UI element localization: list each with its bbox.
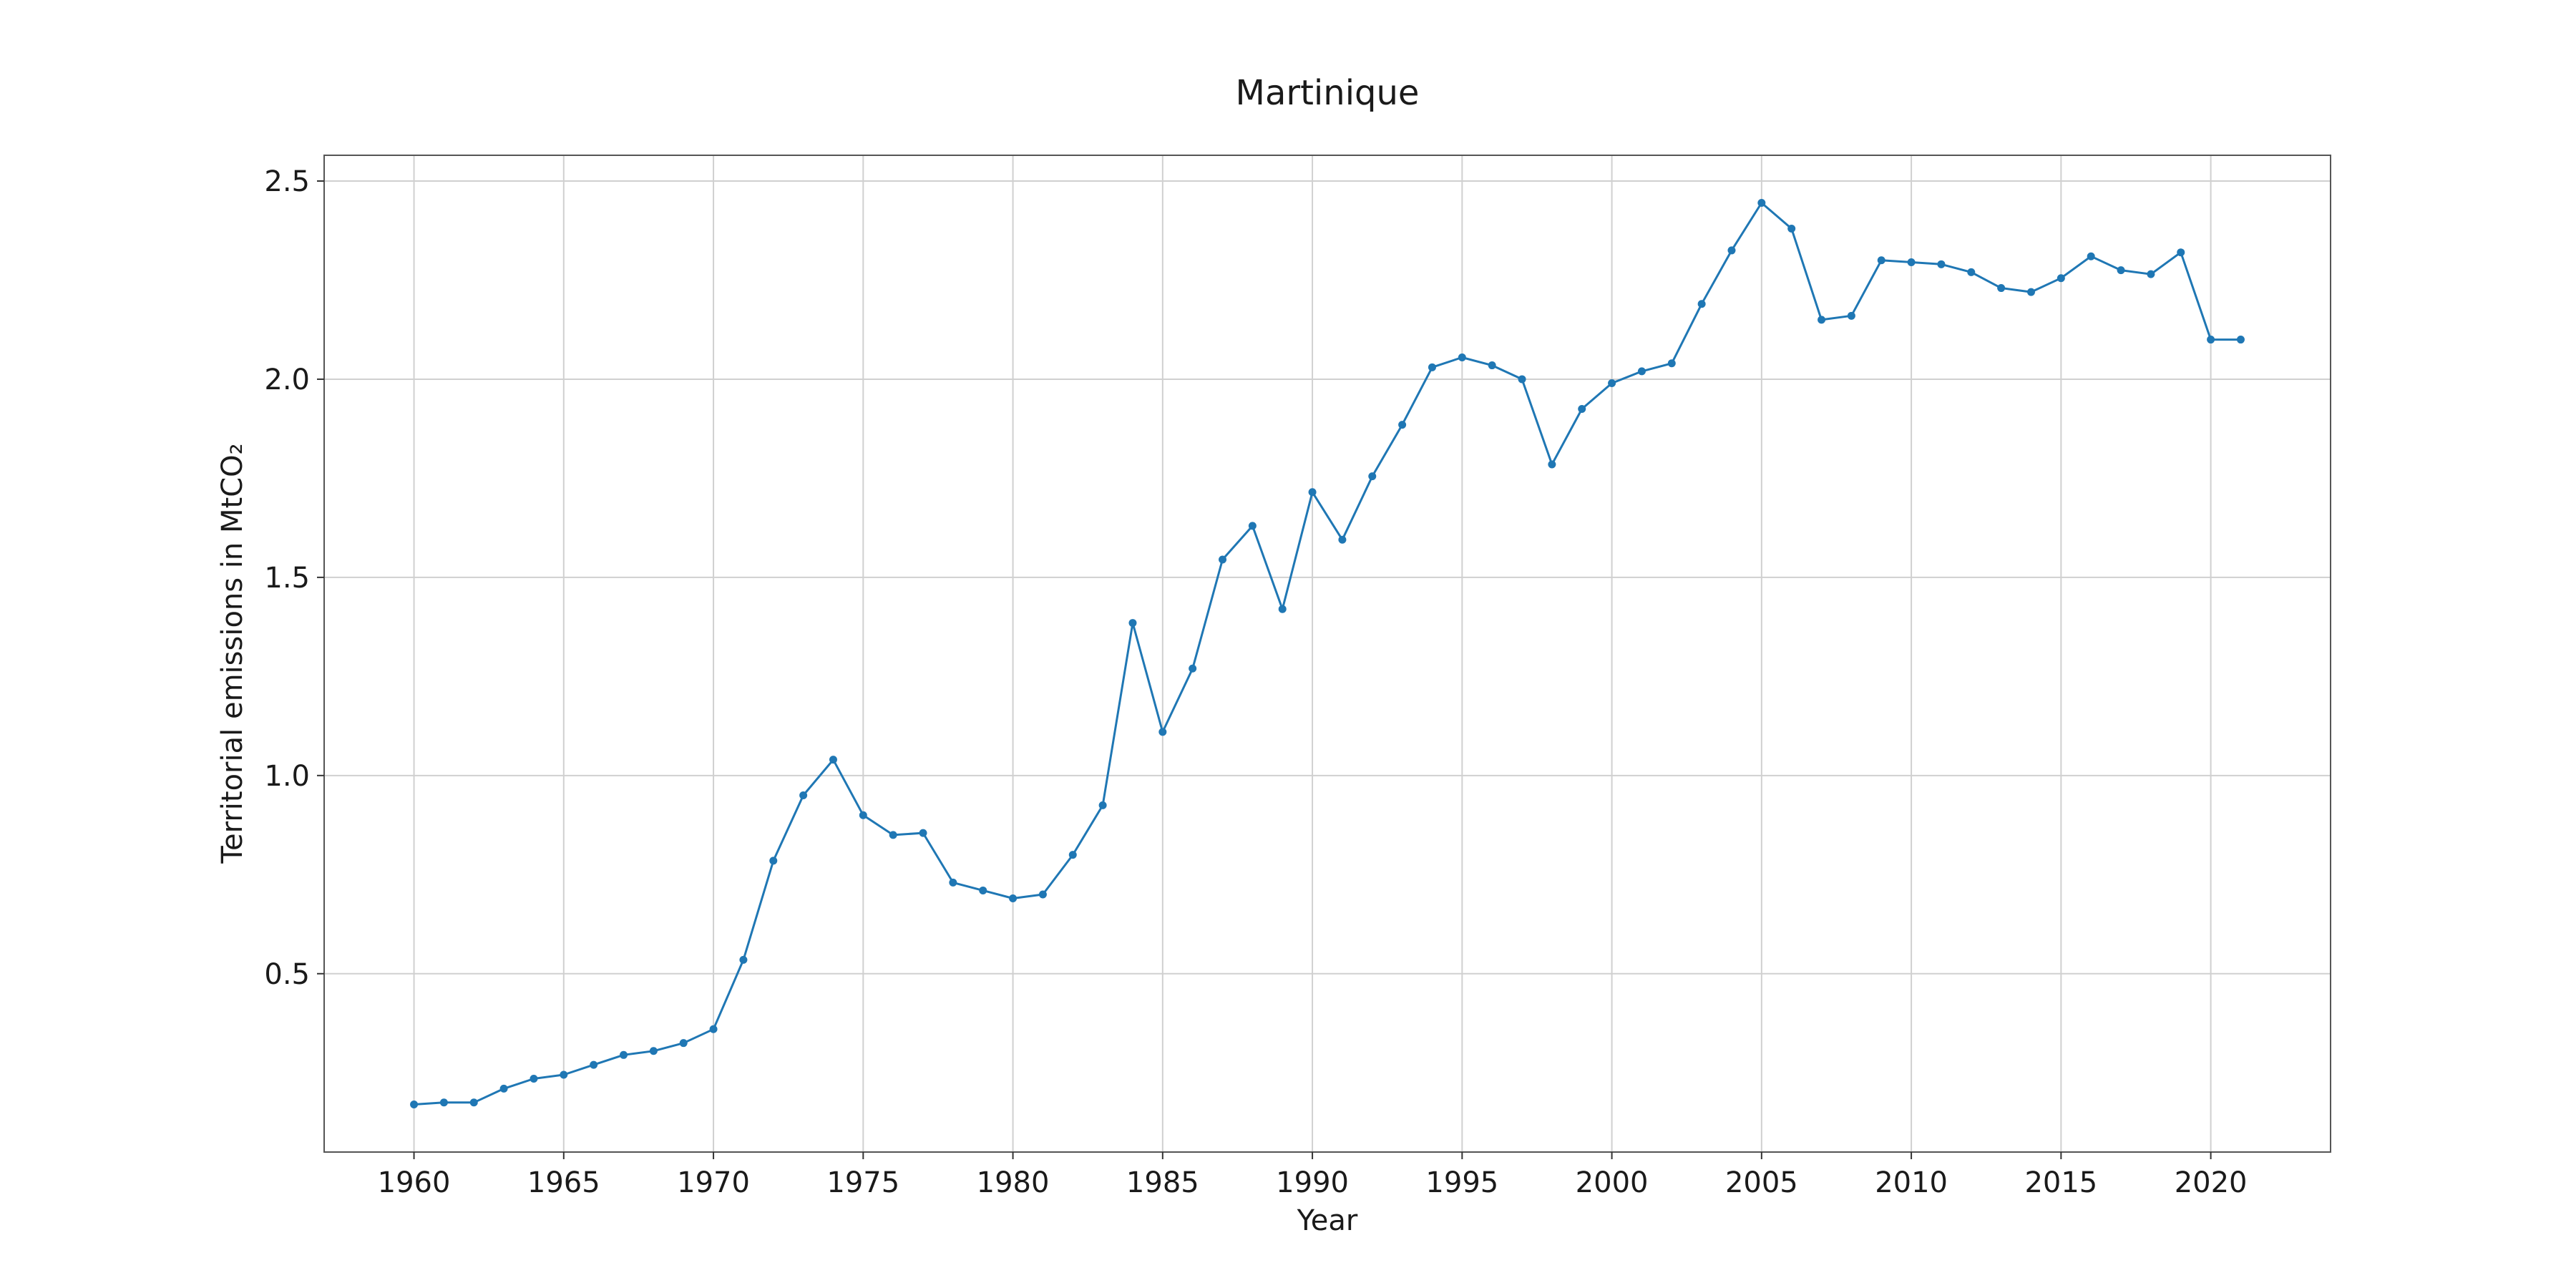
x-axis-label: Year — [1297, 1204, 1358, 1237]
x-tick-label: 1995 — [1425, 1166, 1498, 1199]
data-point — [1038, 890, 1047, 899]
data-point — [919, 829, 927, 837]
x-tick-label: 1965 — [527, 1166, 600, 1199]
data-point — [1727, 246, 1736, 255]
data-point — [2087, 252, 2095, 260]
data-point — [1308, 488, 1317, 497]
data-point — [1997, 284, 2006, 293]
y-tick-label: 0.5 — [264, 958, 310, 991]
x-tick-label: 2020 — [2175, 1166, 2248, 1199]
y-tick-label: 1.0 — [264, 760, 310, 793]
data-point — [709, 1025, 718, 1033]
data-point — [530, 1075, 538, 1083]
data-point — [1637, 367, 1646, 376]
data-point — [679, 1039, 688, 1048]
data-point — [1398, 421, 1407, 429]
data-point — [1548, 460, 1556, 469]
data-point — [1068, 851, 1077, 859]
data-point — [590, 1060, 598, 1069]
data-point — [1428, 363, 1436, 371]
data-point — [889, 831, 897, 839]
data-point — [439, 1098, 448, 1107]
data-point — [979, 886, 987, 894]
data-point — [949, 878, 957, 887]
data-point — [1578, 404, 1586, 413]
data-point — [1518, 375, 1526, 384]
data-point — [1158, 728, 1167, 736]
y-axis-label: Territorial emissions in MtCO₂ — [216, 443, 249, 864]
x-tick-label: 1980 — [977, 1166, 1050, 1199]
data-point — [2026, 288, 2035, 296]
x-tick-label: 1985 — [1126, 1166, 1199, 1199]
data-point — [620, 1050, 628, 1059]
y-tick-label: 2.5 — [264, 165, 310, 198]
x-tick-label: 2015 — [2024, 1166, 2097, 1199]
chart-title: Martinique — [1236, 73, 1420, 113]
series-line — [414, 202, 2241, 1106]
data-point — [1907, 258, 1916, 267]
data-point — [739, 955, 748, 964]
data-point — [1189, 664, 1197, 673]
data-point — [1248, 522, 1257, 530]
y-tick-label: 1.5 — [264, 562, 310, 595]
data-point — [2207, 336, 2215, 344]
series-emissions — [410, 198, 2245, 1109]
data-point — [1967, 268, 1976, 276]
data-point — [2057, 274, 2065, 283]
data-point — [649, 1047, 658, 1055]
y-tick-label: 2.0 — [264, 364, 310, 396]
x-tick-label: 1970 — [677, 1166, 750, 1199]
data-point — [799, 791, 808, 800]
data-point — [1488, 361, 1496, 370]
data-point — [1219, 555, 1227, 564]
x-tick-label: 1960 — [378, 1166, 451, 1199]
data-point — [1757, 198, 1766, 207]
plot-frame — [323, 155, 2331, 1153]
data-point — [499, 1084, 508, 1093]
data-point — [1368, 472, 1377, 481]
data-point — [1098, 801, 1107, 809]
x-tick-label: 2000 — [1576, 1166, 1649, 1199]
data-point — [1608, 379, 1616, 387]
data-point — [1128, 619, 1137, 628]
data-point — [1009, 894, 1018, 903]
data-point — [1818, 316, 1826, 324]
data-point — [1667, 359, 1676, 368]
data-point — [829, 756, 837, 764]
x-tick-label: 2005 — [1725, 1166, 1798, 1199]
grid — [324, 155, 2331, 1152]
data-point — [2147, 270, 2155, 278]
x-tick-label: 1990 — [1276, 1166, 1349, 1199]
data-point — [2177, 248, 2185, 257]
data-point — [2117, 266, 2125, 275]
data-point — [1458, 353, 1466, 361]
data-point — [859, 811, 867, 819]
data-point — [410, 1101, 419, 1109]
data-point — [1338, 535, 1347, 544]
data-point — [1847, 311, 1855, 320]
axis-ticks: 1960 1965 1970 1975 1980 1985 1990 1995 2000 2005… — [264, 165, 2247, 1199]
data-point — [2236, 336, 2245, 344]
data-point — [1877, 256, 1885, 265]
data-point — [469, 1098, 478, 1107]
data-point — [1787, 224, 1796, 233]
data-point — [769, 857, 778, 865]
x-tick-label: 1975 — [826, 1166, 899, 1199]
data-point — [560, 1070, 568, 1079]
data-point — [1937, 260, 1946, 268]
data-point — [1278, 605, 1287, 613]
data-point — [1697, 300, 1706, 308]
x-tick-label: 2010 — [1875, 1166, 1948, 1199]
